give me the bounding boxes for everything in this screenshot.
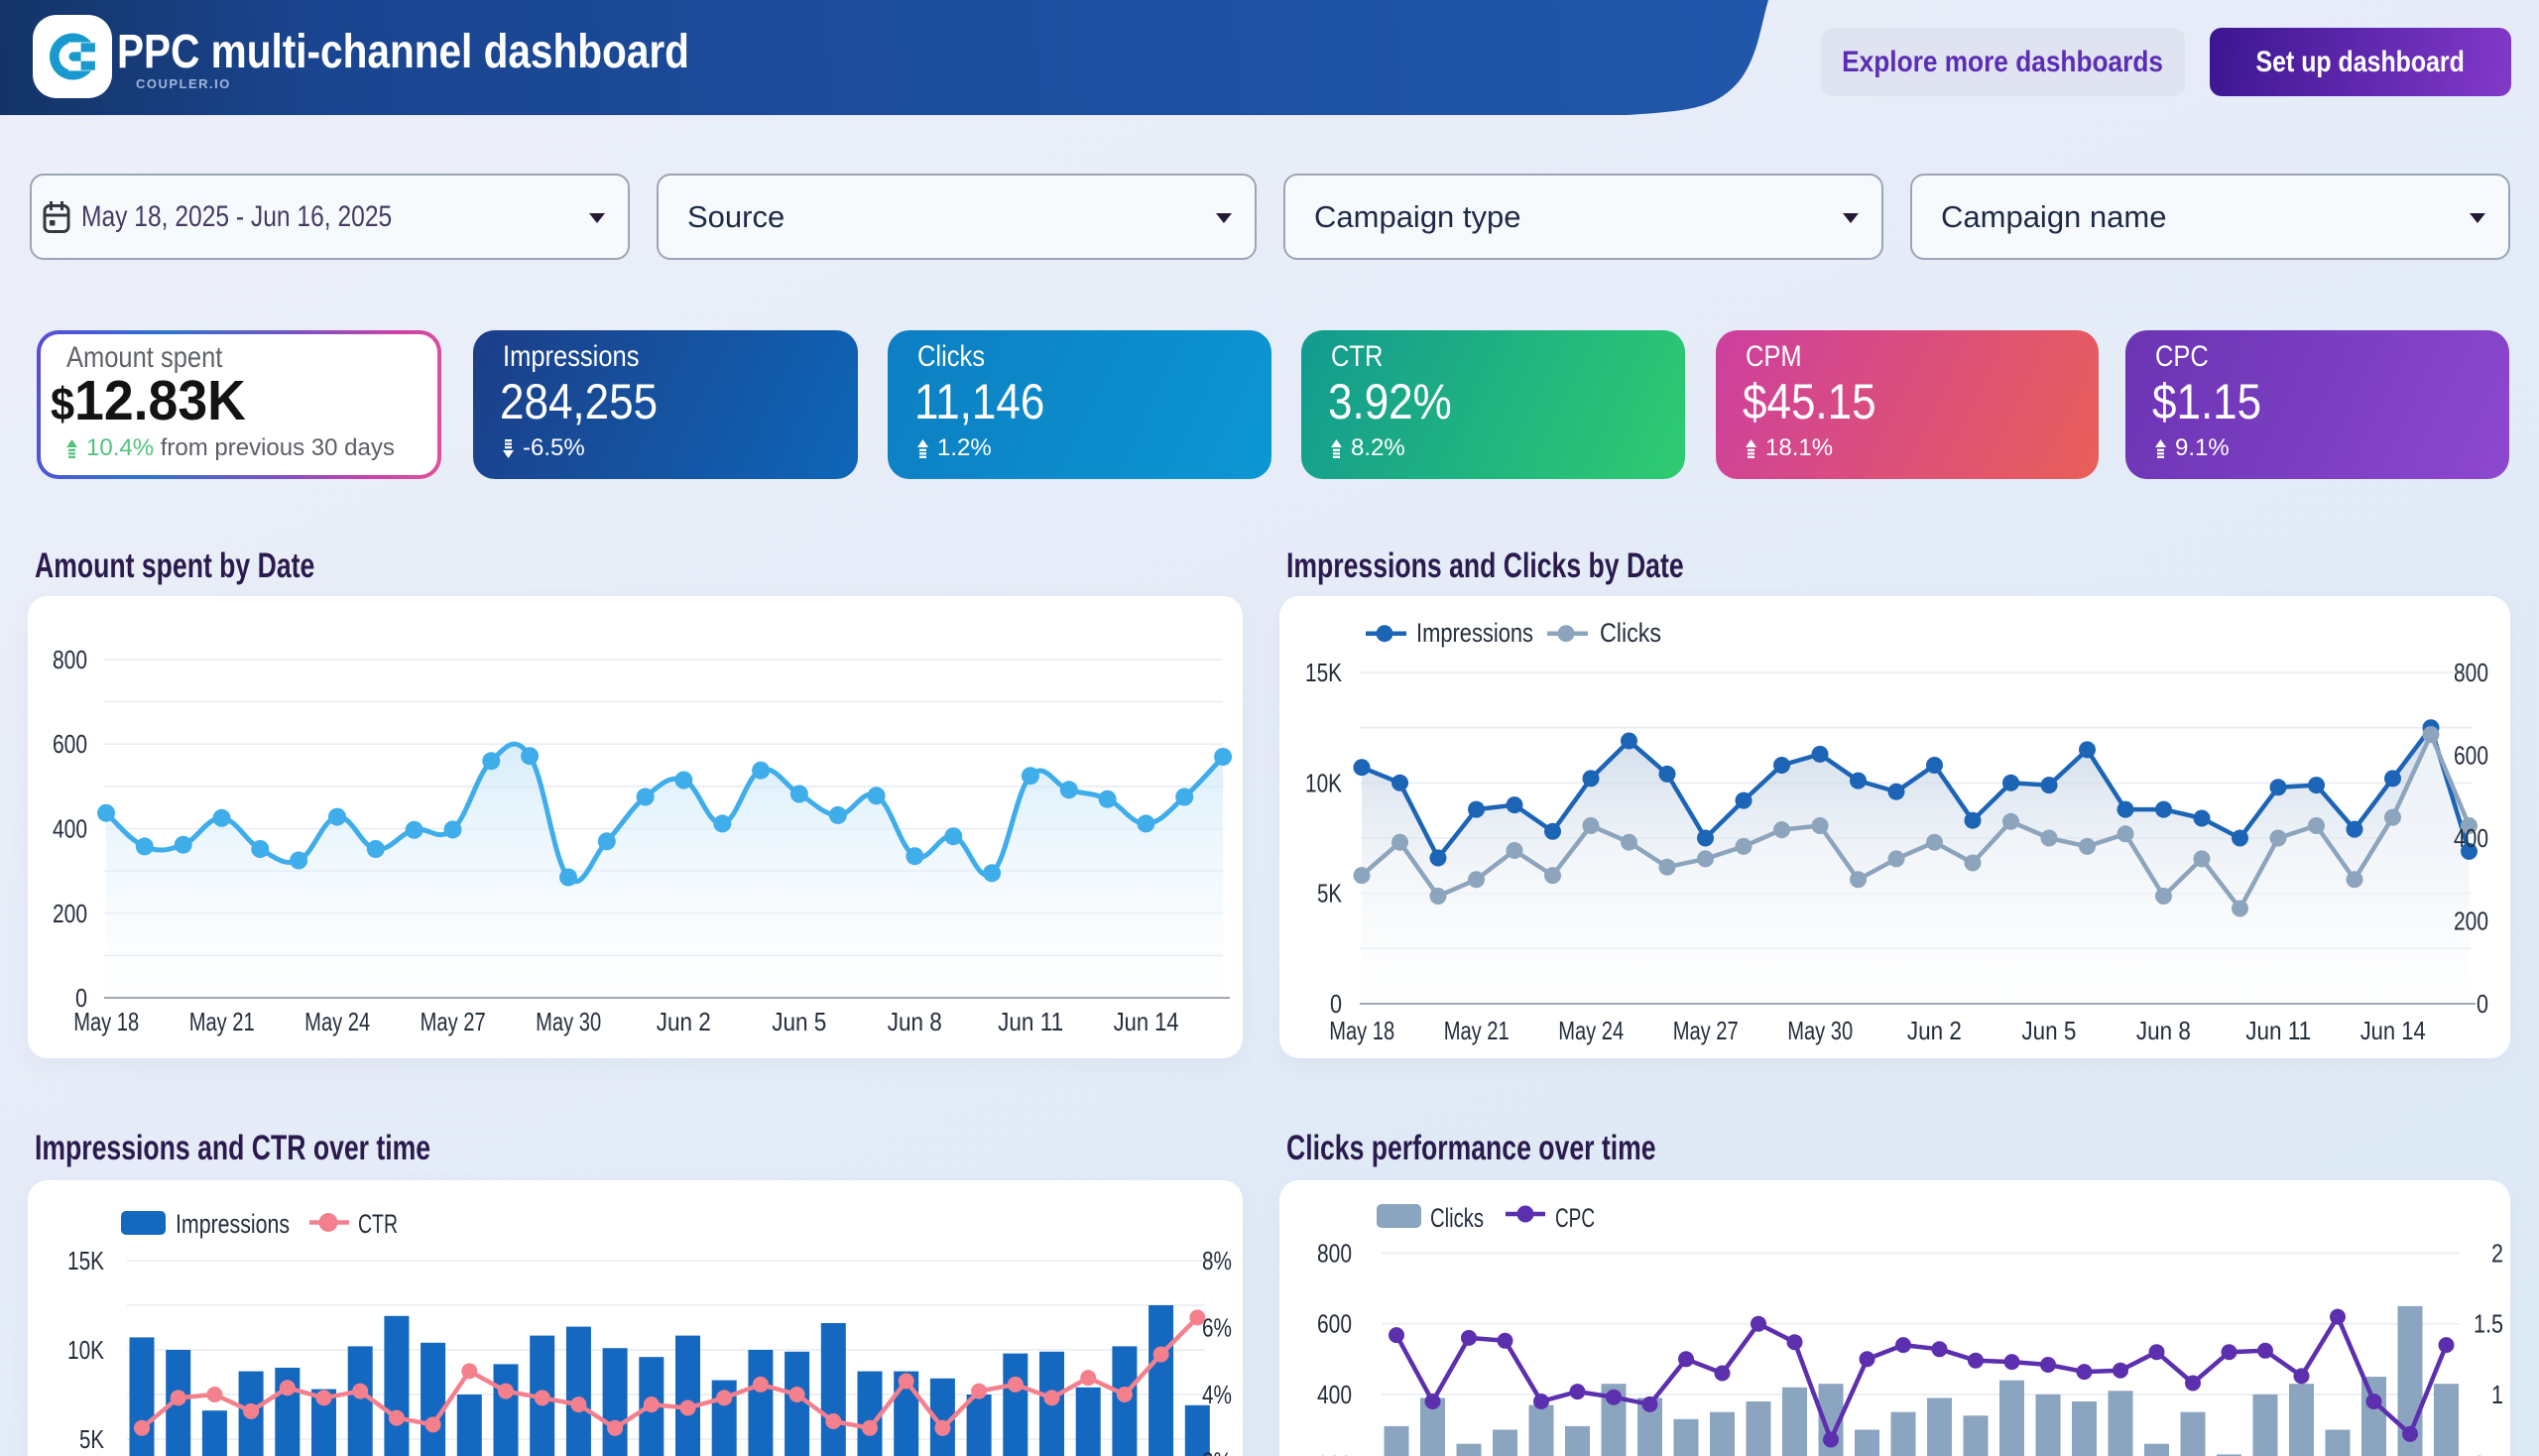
- svg-text:May 18: May 18: [73, 1007, 139, 1036]
- svg-text:Jun 11: Jun 11: [998, 1007, 1063, 1036]
- svg-text:800: 800: [2454, 658, 2488, 687]
- svg-text:200: 200: [1317, 1450, 1352, 1456]
- svg-text:Impressions: Impressions: [176, 1209, 290, 1239]
- svg-text:Jun 8: Jun 8: [888, 1007, 942, 1036]
- svg-text:May 27: May 27: [421, 1007, 486, 1036]
- svg-text:4%: 4%: [1202, 1380, 1232, 1409]
- svg-text:5K: 5K: [79, 1424, 105, 1454]
- svg-text:CPC: CPC: [1555, 1203, 1595, 1233]
- svg-text:0: 0: [75, 983, 87, 1013]
- svg-text:May 24: May 24: [304, 1007, 370, 1036]
- svg-text:Jun 5: Jun 5: [772, 1007, 826, 1036]
- svg-text:10K: 10K: [67, 1335, 105, 1365]
- svg-text:15K: 15K: [67, 1246, 105, 1275]
- svg-text:6%: 6%: [1202, 1313, 1232, 1343]
- svg-text:10K: 10K: [1305, 768, 1343, 797]
- svg-text:May 27: May 27: [1673, 1016, 1739, 1045]
- svg-text:200: 200: [2454, 907, 2488, 936]
- svg-text:400: 400: [2454, 823, 2488, 853]
- svg-text:800: 800: [53, 645, 87, 674]
- svg-text:Jun 2: Jun 2: [657, 1007, 711, 1036]
- svg-text:0.5: 0.5: [2474, 1450, 2503, 1456]
- svg-text:Jun 14: Jun 14: [2360, 1016, 2426, 1045]
- svg-text:May 21: May 21: [1444, 1016, 1510, 1045]
- svg-text:600: 600: [1317, 1309, 1352, 1339]
- svg-text:1.5: 1.5: [2474, 1309, 2503, 1339]
- svg-text:200: 200: [53, 899, 87, 928]
- svg-text:May 24: May 24: [1558, 1016, 1624, 1045]
- svg-text:May 18: May 18: [1329, 1016, 1394, 1045]
- svg-text:1: 1: [2491, 1380, 2503, 1409]
- svg-text:Jun 2: Jun 2: [1907, 1016, 1962, 1045]
- svg-text:Jun 14: Jun 14: [1114, 1007, 1179, 1036]
- svg-text:400: 400: [53, 814, 87, 844]
- svg-text:2: 2: [2491, 1239, 2503, 1269]
- svg-text:Jun 11: Jun 11: [2245, 1016, 2311, 1045]
- svg-text:600: 600: [53, 729, 87, 759]
- svg-text:Clicks: Clicks: [1600, 618, 1661, 648]
- svg-text:15K: 15K: [1305, 658, 1343, 687]
- svg-text:Jun 8: Jun 8: [2136, 1016, 2191, 1045]
- svg-text:0: 0: [1330, 989, 1342, 1019]
- svg-text:CTR: CTR: [358, 1209, 398, 1239]
- svg-text:Jun 5: Jun 5: [2021, 1016, 2076, 1045]
- svg-text:800: 800: [1317, 1239, 1352, 1269]
- svg-text:8%: 8%: [1202, 1246, 1232, 1275]
- svg-text:May 30: May 30: [536, 1007, 601, 1036]
- svg-text:May 30: May 30: [1787, 1016, 1853, 1045]
- svg-text:400: 400: [1317, 1380, 1352, 1409]
- svg-text:Impressions: Impressions: [1416, 618, 1533, 648]
- svg-text:Clicks: Clicks: [1430, 1203, 1484, 1233]
- svg-text:600: 600: [2454, 741, 2488, 771]
- svg-text:2%: 2%: [1202, 1447, 1232, 1456]
- svg-text:5K: 5K: [1317, 879, 1343, 909]
- svg-text:May 21: May 21: [189, 1007, 255, 1036]
- svg-text:0: 0: [2477, 989, 2488, 1019]
